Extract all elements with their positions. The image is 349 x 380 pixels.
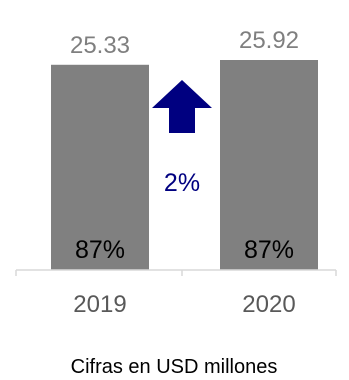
value-label-2020: 25.92 bbox=[239, 27, 299, 54]
value-label-2019: 25.33 bbox=[70, 32, 130, 59]
up-arrow-icon bbox=[152, 80, 212, 133]
x-tick-label-2020: 2020 bbox=[242, 291, 295, 318]
change-indicator: 2% bbox=[152, 80, 212, 197]
bar-2020 bbox=[220, 60, 318, 270]
labels-layer: 25.33 87% 2019 25.92 87% 2020 bbox=[70, 27, 299, 318]
bar-inner-label-2020: 87% bbox=[244, 236, 294, 264]
x-tick-label-2019: 2019 bbox=[73, 291, 126, 318]
axis-ticks bbox=[15, 270, 337, 276]
bar-inner-label-2019: 87% bbox=[75, 236, 125, 264]
bar-2019 bbox=[51, 64, 149, 270]
change-percentage-label: 2% bbox=[164, 169, 200, 197]
bars-layer bbox=[51, 60, 318, 270]
chart-caption: Cifras en USD millones bbox=[71, 356, 278, 378]
